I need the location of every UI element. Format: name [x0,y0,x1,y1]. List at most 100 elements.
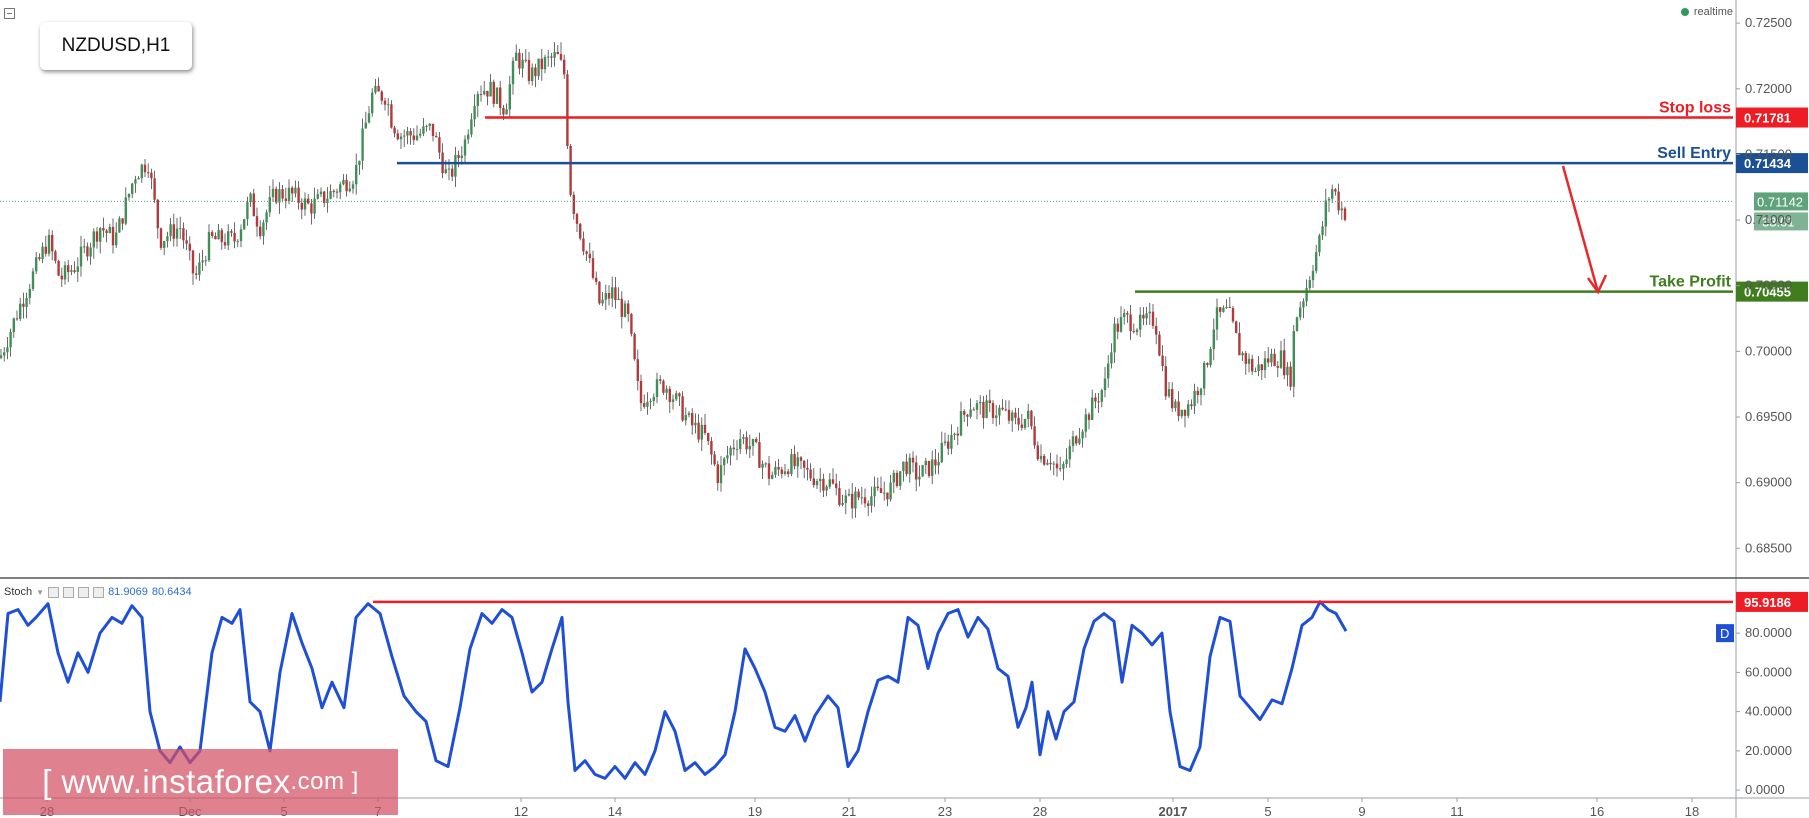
candle-up [79,246,83,267]
candle-up [163,241,166,248]
candle-up [505,109,508,115]
price-series [0,42,1347,519]
candle-down [793,454,796,467]
candle-up [1011,412,1014,421]
candle-down [51,234,54,252]
candle-down [22,303,25,307]
candle-up [908,457,911,475]
candle-down [54,251,57,261]
candle-down [284,198,287,201]
candle-up [665,388,668,393]
candle-up [134,179,137,184]
take-profit-badge [1736,281,1808,302]
candle-down [607,293,611,299]
candle-up [1103,378,1107,391]
price-tick-label: 0.72000 [1745,81,1792,96]
candle-up [1100,390,1103,402]
candle-up [748,445,751,450]
candle-up [959,411,963,436]
candle-up [1215,307,1219,330]
price-tick-label: 0.71500 [1745,146,1792,161]
stoch-axis: 80.0000 60.0000 40.0000 20.0000 0.0000 95.918… [1716,591,1808,797]
candle-up [166,236,169,242]
candle-up [979,401,982,404]
candle-up [604,293,607,300]
candle-up [124,197,127,224]
stoch-label[interactable]: Stoch [4,586,33,598]
candle-down [643,403,646,407]
candle-up [511,60,515,85]
candle-up [1247,358,1251,364]
candle-down [153,178,156,200]
candle-up [611,287,614,299]
candle-down [614,287,617,301]
candle-down [214,236,217,240]
chevron-down-icon[interactable]: ▼ [36,587,45,597]
price-tick-label: 0.72500 [1745,15,1792,30]
price-tick-label: 0.68500 [1745,540,1792,555]
candle-down [147,172,150,174]
candle-up [348,188,351,192]
candle-up [998,407,1001,416]
time-tick-label: 9 [1358,804,1365,818]
candle-up [751,439,755,446]
current-price-label: 0.71142 [1757,194,1803,209]
candle-up [1139,314,1142,330]
candle-up [387,104,390,106]
candle-up [207,232,211,261]
candle-down [988,400,991,403]
visibility-icon[interactable] [48,586,60,598]
candle-up [870,496,873,506]
candle-up [0,355,3,358]
candle-up [1324,200,1327,227]
candle-up [1023,418,1027,428]
candle-down [716,464,719,484]
candle-up [1254,370,1257,372]
settings-icon[interactable] [63,586,75,598]
candle-up [361,128,364,161]
candle-down [518,52,521,69]
candle-down [73,270,76,272]
candle-up [675,393,678,400]
candle-down [1260,364,1263,371]
candle-up [515,52,518,61]
stoch-tick-label: 40.0000 [1745,704,1792,719]
stoch-tick-label: 20.0000 [1745,743,1792,758]
candle-up [761,463,764,468]
candle-down [550,56,553,58]
candle-up [374,85,377,93]
down-arrow-head [1586,274,1608,295]
stoch-line [0,600,1348,780]
candle-up [371,92,374,114]
candle-up [1203,362,1206,389]
candle-down [556,52,559,55]
candle-up [316,194,319,199]
candle-down [1177,401,1180,417]
candle-up [1187,404,1190,416]
candle-up [953,433,956,436]
candle-down [396,133,399,140]
time-tick-label: 16 [1590,804,1604,818]
candle-down [185,240,188,244]
candle-down [838,488,841,505]
stoch-tick-label: 80.0000 [1745,625,1792,640]
candle-up [847,493,851,496]
close-icon[interactable] [93,586,105,598]
candle-up [131,183,134,194]
collapse-icon[interactable] [4,8,15,19]
candle-up [1027,410,1030,419]
candle-down [579,223,582,239]
candle-up [1068,446,1071,460]
price-axis: 0.72500 0.72000 0.71500 0.71000 0.70500 0.700… [1736,15,1792,555]
candle-up [1145,313,1148,319]
price-tick-label: 0.71000 [1745,212,1792,227]
stoch-level-value: 95.9186 [1744,595,1791,610]
candle-up [1180,409,1183,417]
add-icon[interactable] [78,586,90,598]
price-tick-label: 0.69500 [1745,409,1792,424]
candle-up [1299,307,1302,318]
candle-up [339,184,342,193]
candle-up [271,188,275,198]
candle-down [668,388,671,402]
candle-down [707,432,710,442]
